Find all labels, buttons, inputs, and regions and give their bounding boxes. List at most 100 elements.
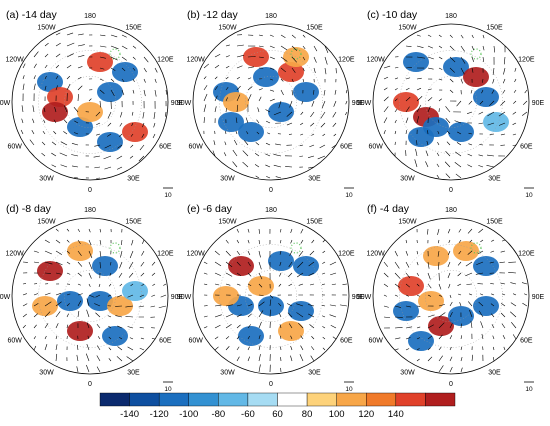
longitude-label: 60W — [188, 338, 203, 345]
longitude-label: 0 — [449, 381, 453, 388]
reference-vector-label: 10 — [164, 386, 172, 393]
anomaly-blob — [293, 256, 319, 276]
latitude-circle — [245, 270, 297, 322]
panel-title: (c) -10 day — [367, 9, 418, 21]
longitude-label: 60E — [520, 338, 533, 345]
colorbar: -140 -120 -100 -80 -60 60 80 100 120 140 — [99, 392, 456, 420]
wind-vectors — [203, 228, 348, 373]
colorbar-swatch — [158, 392, 189, 407]
panel-title: (d) -8 day — [6, 203, 52, 215]
anomaly-blob — [473, 87, 499, 107]
longitude-label: 150W — [398, 219, 417, 226]
longitude-label: 60E — [520, 144, 533, 151]
colorbar-swatch — [99, 392, 130, 407]
significance-mark — [290, 242, 302, 254]
longitude-label: 180 — [84, 13, 96, 20]
anomaly-blob — [57, 291, 83, 311]
anomaly-blob — [278, 62, 304, 82]
anomaly-blob — [102, 326, 128, 346]
anomaly-blob — [423, 246, 449, 266]
anomaly-blob — [238, 122, 264, 142]
longitude-label: 90W — [177, 294, 192, 301]
anomaly-blob — [37, 261, 63, 281]
colorbar-swatch — [306, 392, 337, 407]
colorbar-swatch — [336, 392, 367, 407]
anomaly-blob — [398, 276, 424, 296]
longitude-label: 30W — [400, 369, 415, 376]
colorbar-swatch — [425, 392, 456, 407]
latitude-circle — [38, 50, 142, 154]
longitude-label: 180 — [265, 13, 277, 20]
longitude-label: 120W — [367, 251, 386, 258]
colorbar-tick-label: 100 — [329, 409, 345, 420]
longitude-label: 0 — [449, 187, 453, 194]
longitude-label: 60W — [7, 144, 22, 151]
longitude-label: 120E — [518, 251, 535, 258]
significance-mark — [109, 242, 121, 254]
wind-vectors — [22, 228, 167, 373]
longitude-label: 60W — [188, 144, 203, 151]
longitude-label: 0 — [88, 381, 92, 388]
anomaly-blob — [448, 122, 474, 142]
longitude-label: 90W — [357, 100, 372, 107]
anomaly-blob — [473, 296, 499, 316]
anomaly-blob — [258, 296, 284, 316]
longitude-label: 30W — [39, 175, 54, 182]
anomaly-blob — [42, 102, 68, 122]
latitude-circle — [425, 270, 477, 322]
anomaly-blob — [97, 132, 123, 152]
longitude-label: 120W — [187, 57, 206, 64]
longitude-label: 150W — [218, 25, 237, 32]
longitude-label: 120E — [157, 57, 174, 64]
longitude-label: 120E — [157, 251, 174, 258]
anomaly-blob — [408, 331, 434, 351]
longitude-label: 60W — [7, 338, 22, 345]
longitude-label: 90W — [0, 294, 11, 301]
longitude-label: 180 — [445, 13, 457, 20]
polar-panel: (a) -14 day 90W 120W 150W 180 150E 120E 90E 60E 3… — [0, 9, 184, 199]
colorbar-tick-label: 60 — [272, 409, 283, 420]
significance-mark — [109, 48, 121, 60]
anomaly-blob — [67, 241, 93, 261]
longitude-label: 150W — [218, 219, 237, 226]
longitude-label: 120W — [367, 57, 386, 64]
longitude-label: 120E — [338, 251, 355, 258]
colorbar-tick-label: -60 — [241, 409, 255, 420]
anomaly-blob — [37, 72, 63, 92]
colorbar-swatch — [277, 392, 308, 407]
longitude-label: 150W — [398, 25, 417, 32]
longitude-label: 30E — [127, 369, 140, 376]
colorbar-tick-label: 120 — [358, 409, 374, 420]
anomaly-blob — [393, 92, 419, 112]
anomaly-blob — [293, 82, 319, 102]
colorbar-swatch — [218, 392, 249, 407]
longitude-label: 120E — [518, 57, 535, 64]
longitude-label: 150E — [486, 219, 503, 226]
longitude-label: 90E — [532, 100, 545, 107]
reference-vector-label: 10 — [345, 386, 353, 393]
longitude-label: 30E — [488, 369, 501, 376]
reference-vector-label: 10 — [525, 192, 533, 199]
reference-vector-label: 10 — [525, 386, 533, 393]
longitude-label: 30E — [488, 175, 501, 182]
longitude-label: 0 — [88, 187, 92, 194]
wind-vectors — [383, 228, 528, 373]
longitude-label: 30E — [308, 175, 321, 182]
anomaly-blob — [223, 92, 249, 112]
longitude-label: 30E — [308, 369, 321, 376]
longitude-label: 180 — [265, 207, 277, 214]
colorbar-tick-label: 140 — [388, 409, 404, 420]
polar-panel: (b) -12 day 90W 120W 150W 180 150E 120E 90E 60E 3… — [177, 9, 365, 199]
panel-title: (b) -12 day — [187, 9, 239, 21]
colorbar-tick-label: 80 — [302, 409, 313, 420]
anomaly-blob — [268, 251, 294, 271]
longitude-label: 180 — [445, 207, 457, 214]
longitude-label: 60E — [159, 338, 172, 345]
anomaly-blob — [443, 57, 469, 77]
longitude-label: 180 — [84, 207, 96, 214]
longitude-label: 0 — [269, 187, 273, 194]
longitude-label: 30E — [127, 175, 140, 182]
wind-vectors — [203, 34, 348, 179]
longitude-label: 30W — [220, 175, 235, 182]
longitude-label: 150E — [306, 25, 323, 32]
